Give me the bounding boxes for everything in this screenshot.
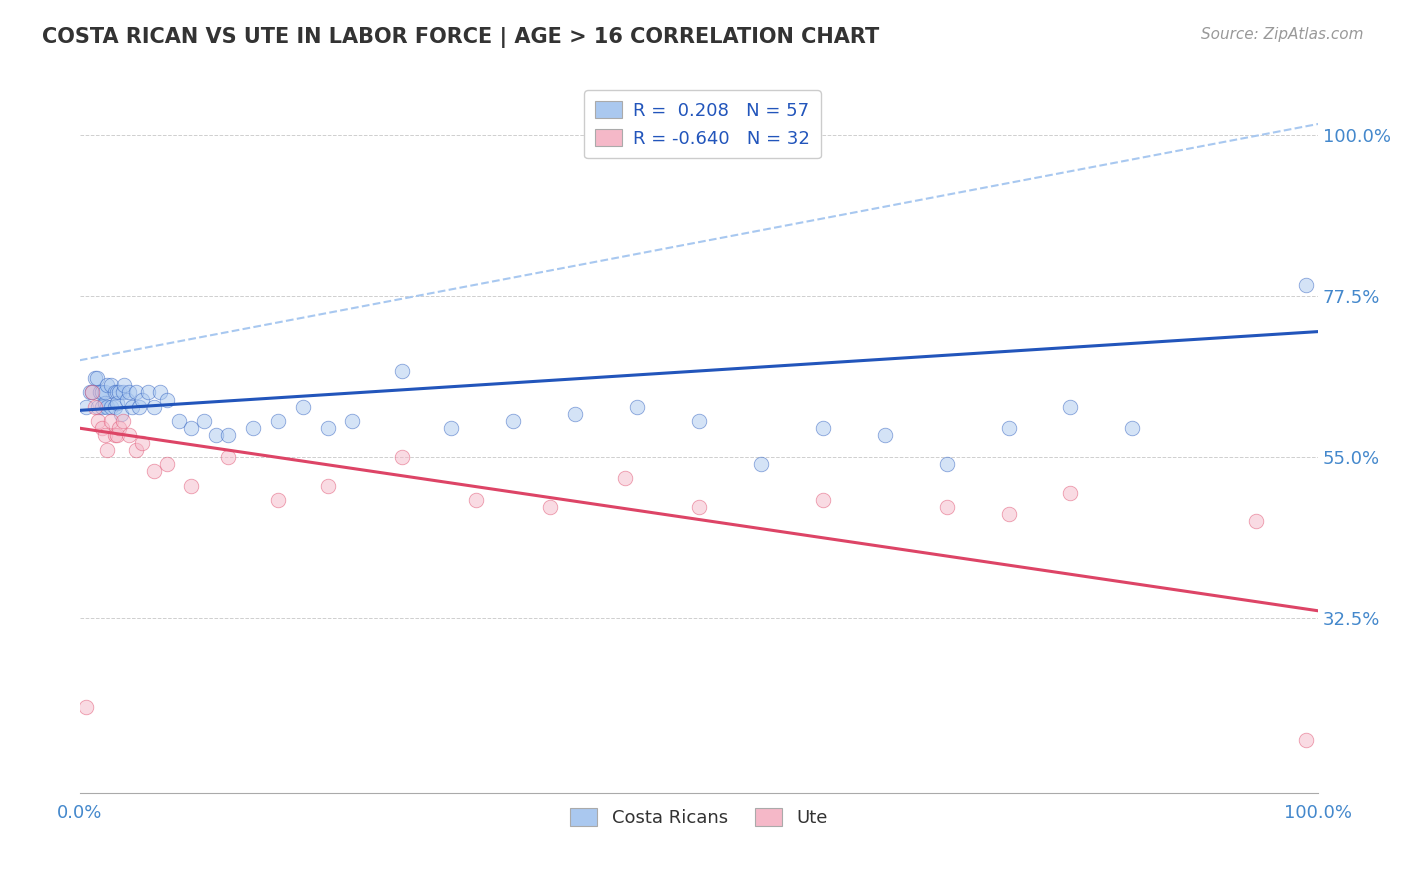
Point	[82, 385, 104, 400]
Point	[93, 396, 115, 410]
Point	[96, 378, 118, 392]
Point	[155, 392, 177, 407]
Point	[89, 385, 111, 400]
Point	[935, 457, 957, 471]
Point	[749, 457, 772, 471]
Point	[180, 478, 202, 492]
Point	[997, 507, 1019, 521]
Point	[180, 421, 202, 435]
Point	[124, 385, 146, 400]
Point	[100, 414, 122, 428]
Point	[1295, 278, 1317, 293]
Point	[316, 421, 339, 435]
Point	[103, 428, 125, 442]
Point	[1295, 732, 1317, 747]
Point	[131, 435, 153, 450]
Point	[267, 414, 290, 428]
Point	[193, 414, 215, 428]
Point	[613, 471, 636, 485]
Point	[115, 392, 138, 407]
Legend: Costa Ricans, Ute: Costa Ricans, Ute	[562, 801, 835, 834]
Point	[118, 428, 141, 442]
Point	[83, 371, 105, 385]
Point	[391, 364, 413, 378]
Point	[96, 442, 118, 457]
Point	[103, 385, 125, 400]
Point	[91, 400, 114, 414]
Point	[87, 400, 110, 414]
Point	[79, 385, 101, 400]
Point	[391, 450, 413, 464]
Point	[564, 407, 586, 421]
Point	[149, 385, 172, 400]
Point	[100, 378, 122, 392]
Point	[105, 396, 128, 410]
Point	[155, 457, 177, 471]
Point	[93, 428, 115, 442]
Point	[688, 414, 710, 428]
Point	[83, 400, 105, 414]
Point	[217, 428, 239, 442]
Point	[342, 414, 364, 428]
Point	[114, 378, 136, 392]
Point	[143, 464, 166, 478]
Point	[440, 421, 463, 435]
Point	[108, 385, 131, 400]
Point	[688, 500, 710, 514]
Point	[86, 371, 108, 385]
Point	[75, 400, 97, 414]
Point	[811, 492, 834, 507]
Point	[316, 478, 339, 492]
Point	[538, 500, 561, 514]
Point	[1059, 485, 1081, 500]
Point	[217, 450, 239, 464]
Point	[267, 492, 290, 507]
Point	[118, 385, 141, 400]
Point	[91, 385, 114, 400]
Text: COSTA RICAN VS UTE IN LABOR FORCE | AGE > 16 CORRELATION CHART: COSTA RICAN VS UTE IN LABOR FORCE | AGE …	[42, 27, 879, 48]
Point	[93, 385, 115, 400]
Point	[128, 400, 150, 414]
Point	[143, 400, 166, 414]
Point	[121, 400, 143, 414]
Point	[75, 700, 97, 714]
Point	[291, 400, 314, 414]
Point	[103, 400, 125, 414]
Point	[1059, 400, 1081, 414]
Point	[110, 407, 132, 421]
Point	[124, 442, 146, 457]
Point	[100, 400, 122, 414]
Point	[873, 428, 896, 442]
Point	[205, 428, 228, 442]
Point	[136, 385, 159, 400]
Point	[997, 421, 1019, 435]
Point	[626, 400, 648, 414]
Point	[108, 421, 131, 435]
Point	[131, 392, 153, 407]
Point	[82, 385, 104, 400]
Point	[91, 421, 114, 435]
Point	[465, 492, 488, 507]
Point	[96, 400, 118, 414]
Point	[1121, 421, 1143, 435]
Point	[1244, 514, 1267, 528]
Point	[167, 414, 190, 428]
Point	[87, 414, 110, 428]
Point	[935, 500, 957, 514]
Point	[105, 428, 128, 442]
Point	[242, 421, 264, 435]
Point	[502, 414, 524, 428]
Point	[112, 414, 135, 428]
Point	[112, 385, 135, 400]
Text: Source: ZipAtlas.com: Source: ZipAtlas.com	[1201, 27, 1364, 42]
Point	[105, 385, 128, 400]
Point	[811, 421, 834, 435]
